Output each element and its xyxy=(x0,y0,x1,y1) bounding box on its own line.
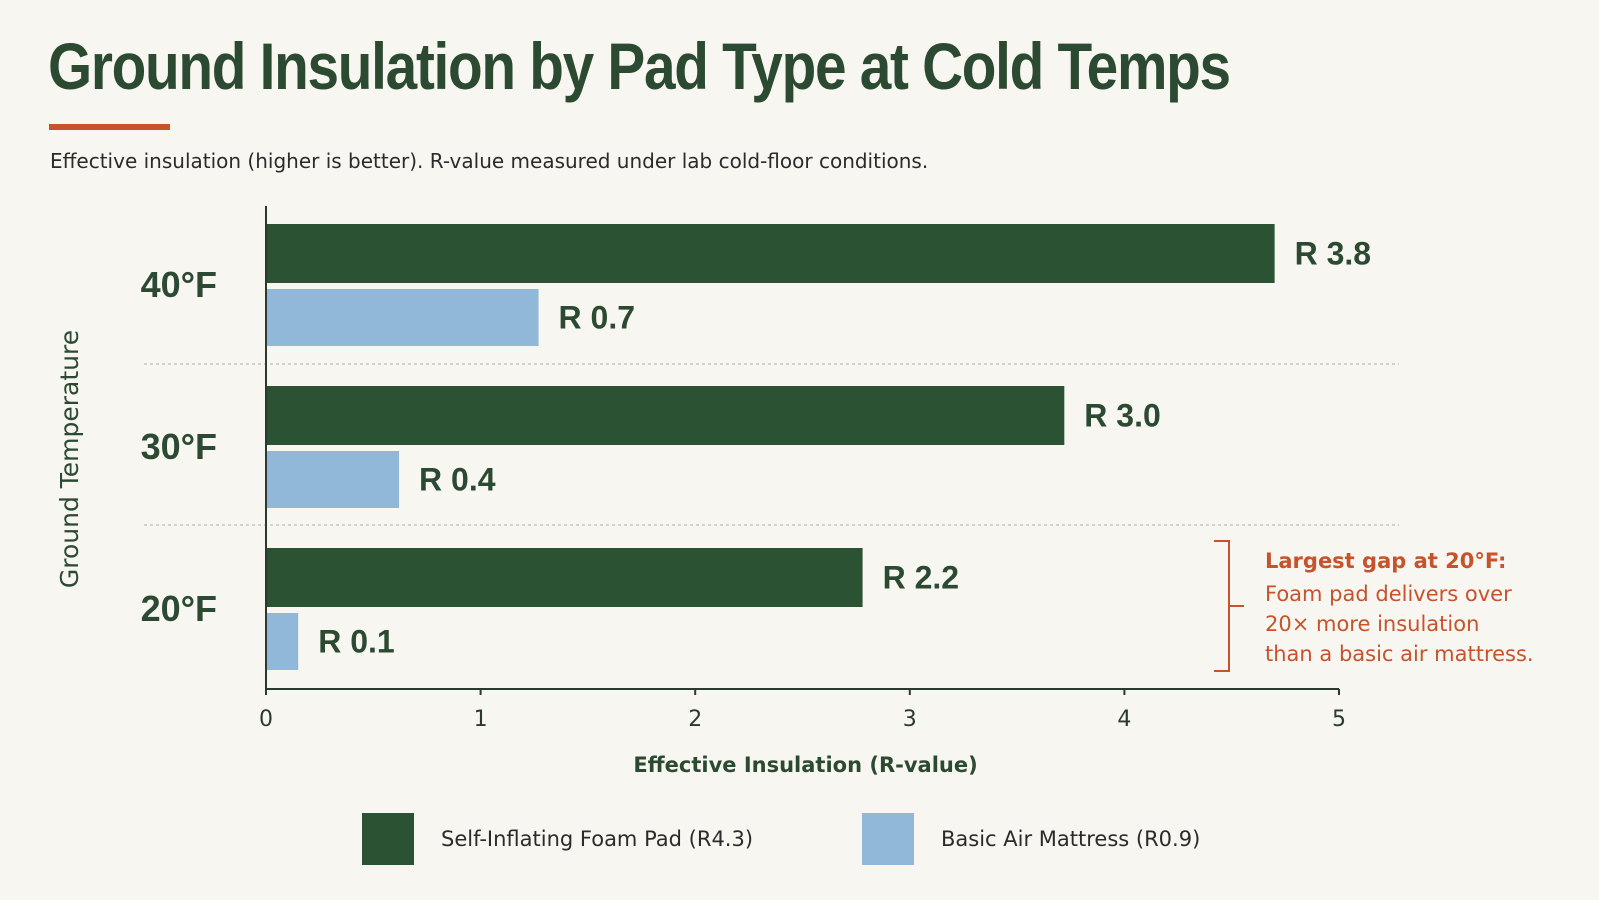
annotation-line: than a basic air mattress. xyxy=(1265,642,1534,666)
data-label-foam: R 3.0 xyxy=(1084,398,1160,434)
y-category-label: 40°F xyxy=(141,264,217,305)
chart-subtitle: Effective insulation (higher is better).… xyxy=(50,149,929,173)
gap-annotation: Largest gap at 20°F: Foam pad delivers o… xyxy=(1265,549,1534,669)
legend-label-foam: Self-Inflating Foam Pad (R4.3) xyxy=(441,827,754,851)
y-category-label: 30°F xyxy=(141,426,217,467)
annotation-line: Foam pad delivers over xyxy=(1265,582,1512,606)
bar-air xyxy=(266,451,400,508)
x-axis-label: Effective Insulation (R-value) xyxy=(633,753,977,777)
bar-foam xyxy=(266,386,1065,445)
title-underline xyxy=(49,124,170,130)
legend-item-air: Basic Air Mattress (R0.9) xyxy=(862,813,1200,865)
bar-foam xyxy=(266,548,863,607)
legend-swatch-air xyxy=(862,813,914,865)
x-tick-label: 0 xyxy=(259,707,273,732)
legend-label-air: Basic Air Mattress (R0.9) xyxy=(941,827,1201,851)
data-label-air: R 0.7 xyxy=(559,300,635,336)
bar-air xyxy=(266,613,299,670)
annotation-bracket xyxy=(1214,540,1244,672)
bar-foam xyxy=(266,224,1275,283)
x-tick-label: 2 xyxy=(688,707,702,732)
legend-swatch-foam xyxy=(362,813,414,865)
x-tick-label: 5 xyxy=(1332,707,1346,732)
y-axis-label: Ground Temperature xyxy=(55,330,84,588)
data-label-foam: R 2.2 xyxy=(883,560,959,596)
bar-air xyxy=(266,289,539,346)
x-tick-label: 3 xyxy=(903,707,917,732)
data-label-air: R 0.1 xyxy=(318,624,394,660)
data-label-air: R 0.4 xyxy=(419,462,496,498)
annotation-line: 20× more insulation xyxy=(1265,612,1480,636)
legend-item-foam: Self-Inflating Foam Pad (R4.3) xyxy=(362,813,753,865)
data-label-foam: R 3.8 xyxy=(1295,236,1371,272)
y-category-label: 20°F xyxy=(141,588,217,629)
x-tick-label: 4 xyxy=(1117,707,1131,732)
chart-title: Ground Insulation by Pad Type at Cold Te… xyxy=(48,29,1231,103)
annotation-heading: Largest gap at 20°F: xyxy=(1265,549,1507,573)
x-tick-label: 1 xyxy=(474,707,488,732)
